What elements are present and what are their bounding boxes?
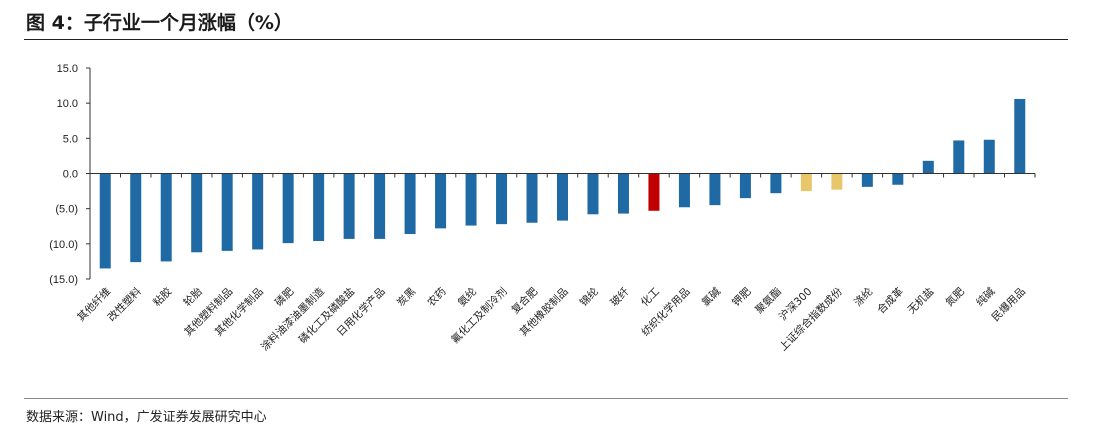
bar	[435, 173, 447, 229]
bar	[160, 173, 172, 262]
category-label: 锦纶	[577, 285, 601, 309]
category-label: 炭黑	[395, 286, 418, 309]
category-label: 民爆用品	[989, 285, 1028, 324]
bar	[953, 140, 965, 174]
category-label: 农药	[425, 285, 449, 309]
category-label: 玻纤	[608, 285, 632, 309]
source-note: 数据来源：Wind，广发证券发展研究中心	[26, 410, 267, 425]
bar	[557, 173, 568, 221]
bar	[983, 139, 995, 174]
bar	[1014, 98, 1026, 174]
category-label: 轮胎	[181, 285, 205, 309]
category-label: 改性塑料	[105, 285, 144, 324]
bar	[374, 173, 386, 239]
y-tick-label: 15.0	[57, 63, 78, 75]
bar	[739, 173, 751, 199]
bar	[709, 173, 721, 206]
bar-chart: 15.0 10.0 5.0 0.0 (5.0) (10.0) (15.0) 其他纤维改性塑料…	[49, 63, 1036, 354]
figure-title: 图 4：子行业一个月涨幅（%）	[26, 12, 293, 34]
bars	[99, 98, 1026, 269]
bar	[252, 173, 264, 250]
x-axis	[89, 173, 1036, 178]
bar	[343, 173, 355, 239]
source-rule	[24, 398, 1068, 399]
bar	[800, 173, 812, 192]
bar	[617, 173, 629, 214]
bar	[648, 173, 660, 211]
bar	[282, 173, 294, 244]
y-axis: 15.0 10.0 5.0 0.0 (5.0) (10.0) (15.0)	[49, 63, 91, 286]
category-label: 化工	[638, 285, 662, 309]
bar	[221, 173, 233, 251]
bar	[922, 160, 934, 174]
category-label: 钾肥	[729, 285, 753, 309]
category-label: 粘胶	[150, 285, 174, 309]
bar	[99, 173, 111, 269]
bar	[526, 173, 538, 223]
category-label: 氯碱	[699, 285, 723, 309]
bar	[770, 173, 782, 194]
category-label: 无机盐	[905, 285, 936, 316]
bar	[861, 173, 873, 187]
bar	[678, 173, 690, 208]
bar	[130, 173, 142, 263]
bar	[496, 173, 508, 225]
category-label: 涤纶	[851, 285, 875, 309]
bar	[831, 173, 843, 190]
y-tick-label: (15.0)	[49, 274, 78, 286]
category-label: 磷肥	[272, 285, 296, 309]
bar	[892, 173, 904, 185]
y-tick-label: (10.0)	[49, 239, 78, 251]
bar	[191, 173, 203, 253]
bar	[465, 173, 477, 226]
category-label: 氮肥	[943, 285, 967, 309]
y-tick-label: 10.0	[57, 98, 78, 110]
bar	[587, 173, 599, 215]
y-tick-label: (5.0)	[55, 204, 78, 216]
category-label: 合成革	[874, 285, 905, 316]
bar	[404, 173, 416, 234]
title-rule	[24, 39, 1068, 40]
category-label: 氨纶	[455, 285, 479, 309]
category-label: 纯碱	[973, 285, 997, 309]
bar	[313, 173, 325, 242]
y-tick-label: 0.0	[63, 169, 78, 181]
y-tick-label: 5.0	[63, 133, 78, 145]
